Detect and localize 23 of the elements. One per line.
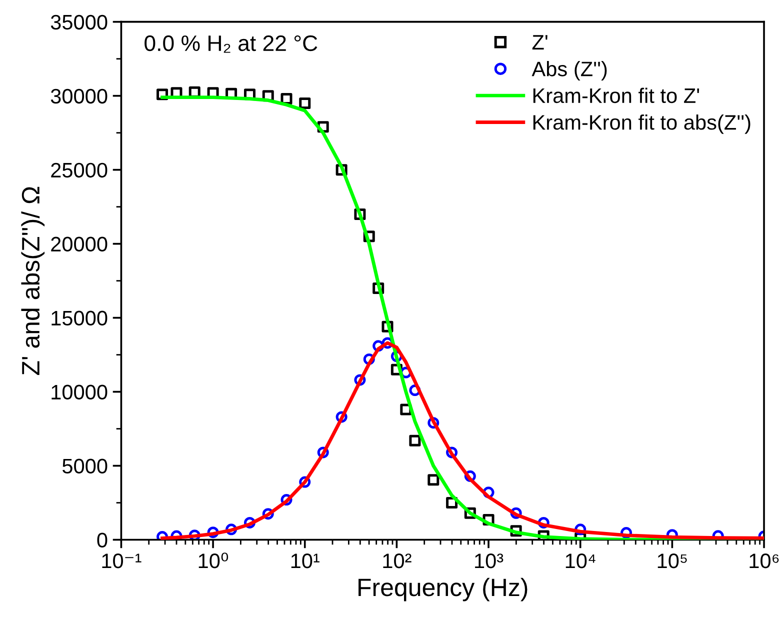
y-tick-label: 5000 (62, 458, 108, 474)
legend-label: Abs (Z'') (532, 61, 607, 80)
annotation: 0.0 % H₂ at 22 °C (144, 35, 318, 53)
x-tick-label: 10⁻¹ (102, 554, 142, 568)
x-tick-label: 10⁴ (566, 554, 596, 568)
x-tick-label: 10¹ (291, 554, 320, 568)
y-tick-label: 35000 (50, 14, 108, 30)
y-tick-label: 10000 (52, 384, 108, 400)
y-axis-title: Z' and abs(Z'')/ Ω (21, 186, 45, 375)
x-tick-label: 10⁰ (198, 552, 228, 568)
x-tick-label: 10⁶ (750, 554, 779, 568)
y-tick-label: 30000 (50, 88, 108, 104)
y-tick-label: 25000 (51, 162, 108, 178)
legend-label: Z' (532, 35, 548, 50)
y-tick-label: 15000 (52, 310, 108, 326)
y-tick-label: 20000 (51, 236, 108, 252)
x-axis-title: Frequency (Hz) (358, 578, 528, 602)
y-tick-label: 0 (97, 532, 108, 548)
legend-label: Kram-Kron fit to Z' (533, 88, 700, 104)
x-tick-label: 10² (383, 554, 412, 568)
legend-label: Kram-Kron fit to abs(Z'') (533, 114, 750, 134)
x-tick-label: 10³ (475, 554, 504, 568)
x-tick-label: 10⁵ (658, 554, 687, 568)
